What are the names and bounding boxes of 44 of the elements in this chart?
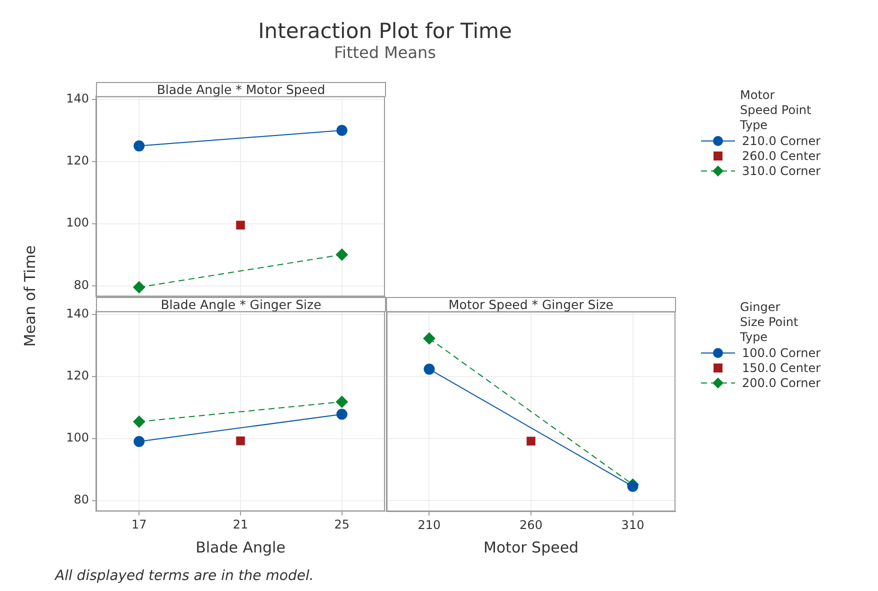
text: Interaction Plot for Time <box>257 19 513 43</box>
x-axis-title: Motor Speed <box>482 538 578 556</box>
x-tick-label: 310 <box>620 517 644 532</box>
legend-label: 260.0 Center <box>742 148 821 162</box>
chart-title: Motor Speed * Ginger Size <box>386 297 676 312</box>
legend-label: 210.0 Corner <box>742 134 821 148</box>
text: Fitted Means <box>332 43 438 62</box>
point <box>336 396 348 408</box>
legend-title: Motor Speed Point Type <box>739 88 812 133</box>
x-tick-label: 25 <box>334 517 350 532</box>
y-tick-label: 120 <box>66 368 89 382</box>
y-axis-title: Mean of Time <box>21 245 39 347</box>
point <box>134 436 145 447</box>
point <box>526 436 535 445</box>
legend-label: 100.0 Corner <box>742 346 821 360</box>
y-tick-label: 80 <box>74 278 89 292</box>
y-tick-label: 140 <box>66 91 89 106</box>
point <box>133 281 146 294</box>
y-tick-label: 80 <box>74 492 89 506</box>
chart-title: Blade Angle * Ginger Size <box>96 297 386 312</box>
legend-label: 200.0 Corner <box>742 376 821 390</box>
point <box>336 248 348 260</box>
x-tick-label: 21 <box>232 517 248 532</box>
legend-label: 310.0 Corner <box>742 164 821 178</box>
point <box>422 332 435 344</box>
legend-title: Ginger Size Point Type <box>739 300 800 345</box>
y-tick-label: 140 <box>66 306 89 320</box>
legend-label: 150.0 Center <box>742 360 821 374</box>
point <box>336 408 348 420</box>
point <box>236 220 245 230</box>
point <box>133 415 146 428</box>
x-tick-label: 260 <box>519 517 542 532</box>
point <box>134 140 145 152</box>
text: All displayed terms are in the model. <box>55 568 314 584</box>
point <box>236 436 245 446</box>
x-tick-label: 17 <box>131 517 147 532</box>
point <box>423 363 434 374</box>
y-tick-label: 120 <box>66 153 89 168</box>
point <box>336 124 348 136</box>
x-axis-title: Blade Angle <box>196 538 286 556</box>
y-tick-label: 100 <box>66 430 89 444</box>
y-tick-label: 100 <box>66 215 89 230</box>
x-tick-label: 210 <box>417 517 440 532</box>
chart-title: Blade Angle * Motor Speed <box>96 82 386 97</box>
